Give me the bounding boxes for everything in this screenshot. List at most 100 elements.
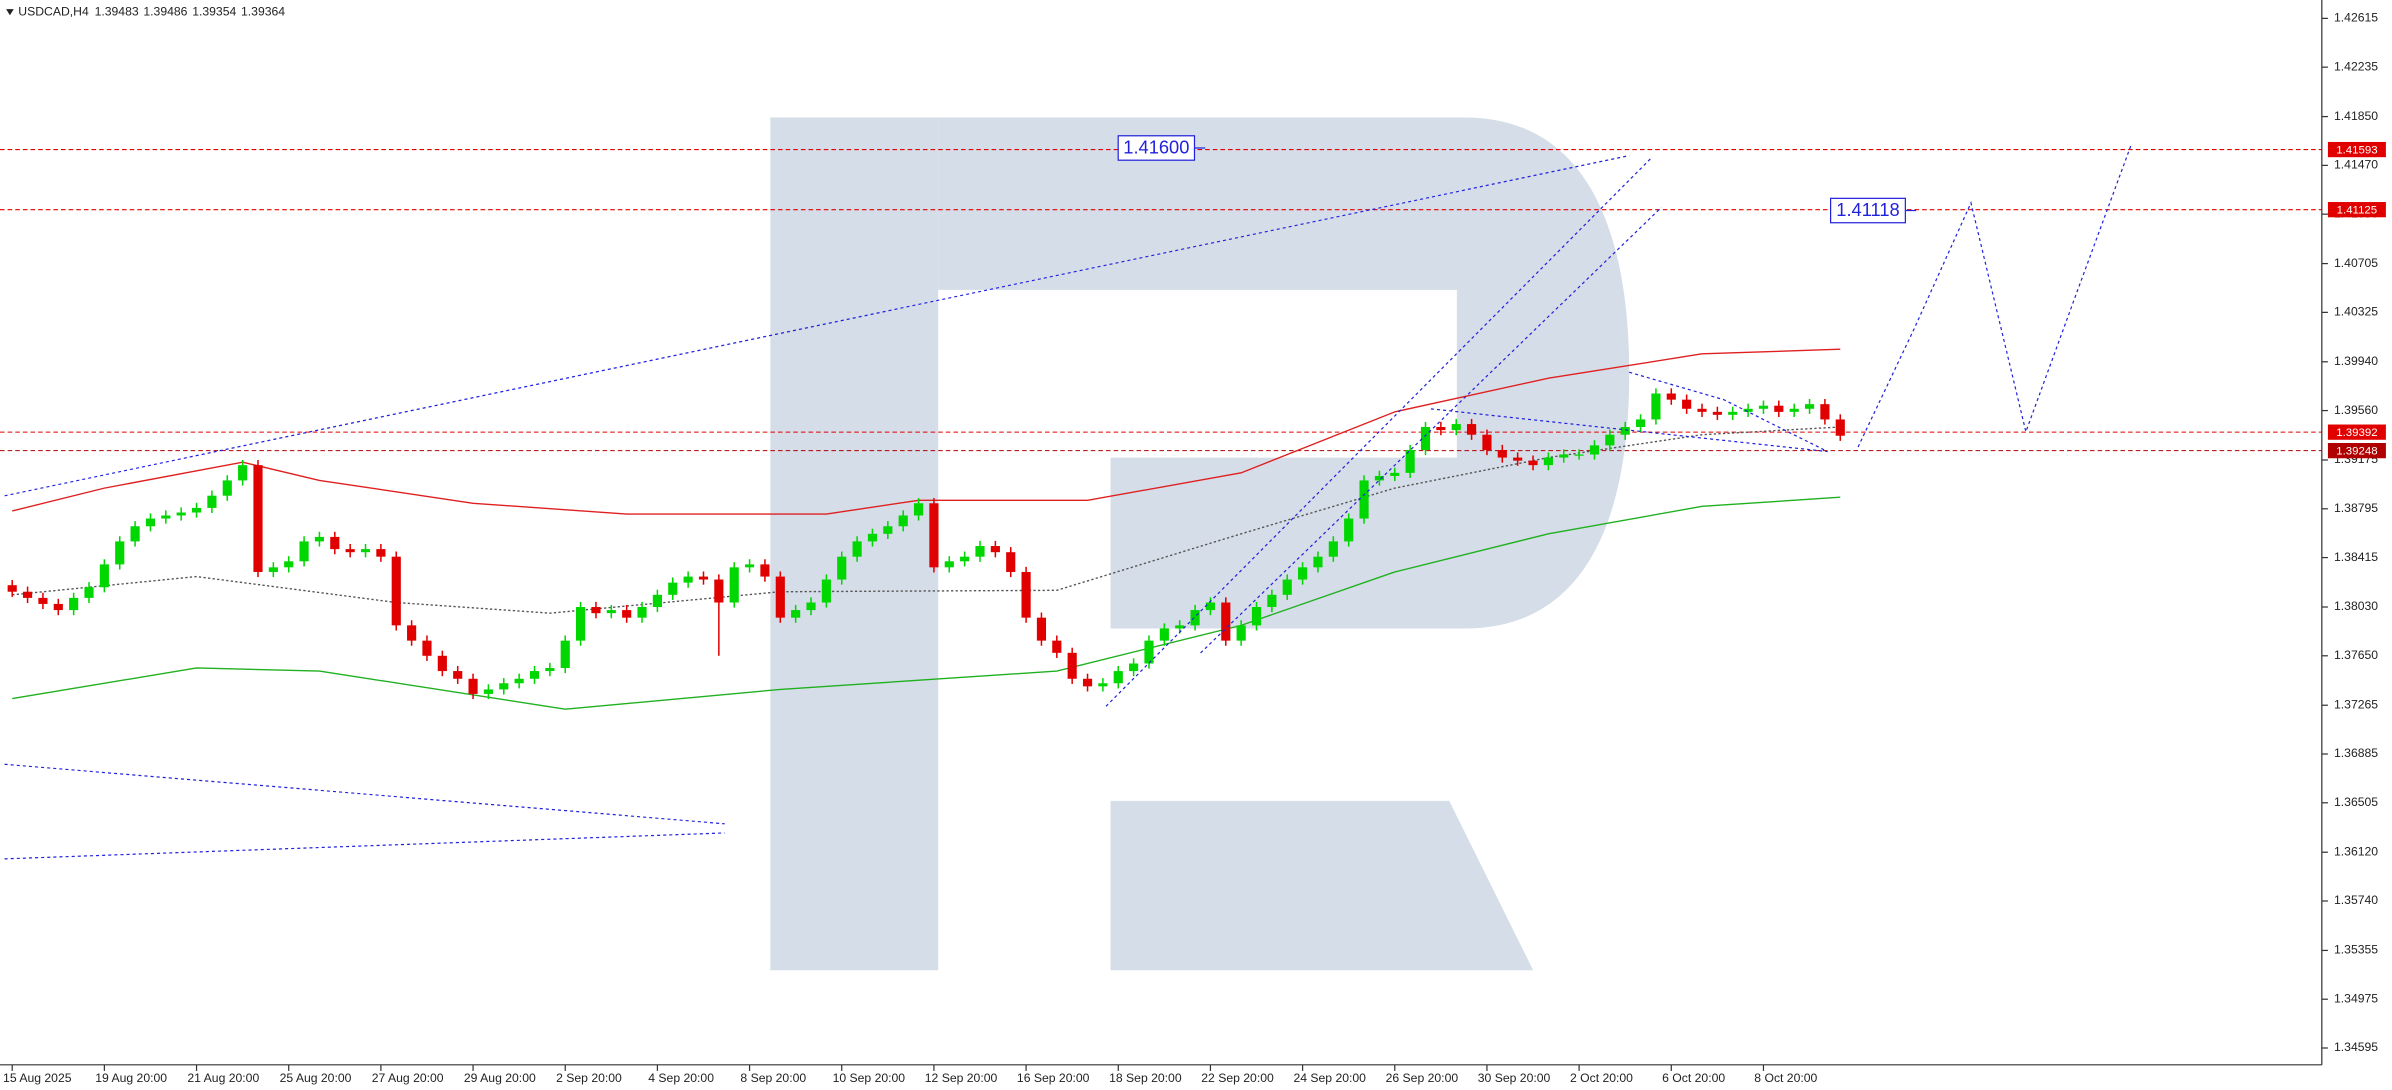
candle-body	[1236, 625, 1246, 641]
menu-arrow	[6, 9, 14, 16]
candle-body	[115, 541, 125, 565]
candle-body	[760, 564, 770, 577]
candle-body	[84, 587, 94, 598]
candle-body	[698, 576, 709, 580]
candle-body	[652, 594, 662, 608]
y-tick-label: 1.36885	[2334, 746, 2378, 760]
candle-body	[1682, 399, 1692, 409]
x-tick-label: 18 Sep 20:00	[1109, 1071, 1182, 1085]
level-label: 1.39392	[2336, 427, 2377, 439]
forecast-path	[1857, 144, 2132, 448]
analysis-lines	[4, 144, 2132, 860]
annotation: 1.41118	[1830, 197, 1917, 224]
candle-body	[437, 655, 447, 672]
level-label-box	[2327, 424, 2386, 440]
annotation-box	[1117, 135, 1196, 161]
candle-body	[1605, 434, 1615, 446]
candle-body	[913, 503, 924, 516]
candle-body	[821, 579, 831, 603]
candle-body	[1728, 411, 1738, 415]
y-tick-label: 1.34595	[2334, 1040, 2378, 1054]
candle-body	[69, 597, 79, 611]
candle-body	[1144, 640, 1154, 664]
candle-body	[1036, 617, 1047, 641]
candle-body	[1635, 419, 1646, 428]
x-tick-label: 2 Sep 20:00	[556, 1071, 622, 1085]
candle-body	[1559, 454, 1569, 458]
candle-body	[1374, 475, 1384, 481]
candle-body	[1159, 628, 1169, 641]
candle-body	[483, 689, 493, 694]
y-tick-label: 1.35740	[2334, 893, 2378, 907]
x-tick-label: 2 Oct 20:00	[1570, 1071, 1633, 1085]
candle-body	[668, 582, 678, 595]
trend-line	[4, 155, 1630, 497]
candle-body	[1758, 405, 1769, 409]
triangle-line	[1629, 371, 1828, 453]
candle-body	[1774, 405, 1784, 412]
y-tick-label: 1.38415	[2334, 550, 2378, 564]
candle-body	[207, 495, 217, 508]
candle-body	[38, 597, 48, 604]
candle-body	[145, 518, 156, 527]
candle-body	[130, 526, 140, 542]
y-tick-label: 1.36120	[2334, 844, 2378, 858]
y-tick-label: 1.38795	[2334, 501, 2378, 515]
candle-body	[299, 541, 309, 562]
candle-body	[1390, 472, 1400, 476]
x-tick-label: 6 Oct 20:00	[1662, 1071, 1725, 1085]
plot	[0, 149, 2322, 710]
y-tick-label: 1.42235	[2334, 59, 2378, 73]
y-tick-label: 1.40705	[2334, 256, 2378, 270]
candle-body	[222, 480, 232, 496]
candle-body	[1666, 393, 1676, 400]
candle-body	[1006, 552, 1016, 572]
candle-body	[1098, 683, 1108, 687]
candle-body	[1344, 518, 1354, 542]
candle-body	[191, 507, 202, 513]
level-label: 1.39248	[2336, 445, 2377, 457]
candle-body	[1021, 571, 1031, 618]
candle-body	[1359, 480, 1369, 519]
x-tick-label: 24 Sep 20:00	[1293, 1071, 1366, 1085]
level-label-box	[2327, 141, 2386, 158]
candle-body	[22, 591, 33, 598]
candle-body	[314, 536, 325, 542]
quote-value: 1.39486	[143, 4, 187, 18]
candle-body	[407, 625, 417, 641]
candle-body	[714, 579, 724, 603]
symbol: USDCAD,H4	[18, 4, 89, 18]
channel-line	[1105, 156, 1653, 707]
x-tick-label: 10 Sep 20:00	[833, 1071, 906, 1085]
y-tick-label: 1.40325	[2334, 305, 2378, 319]
candle-body	[7, 585, 17, 592]
candle-body	[1052, 640, 1062, 653]
candle-body	[1129, 663, 1139, 672]
y-tick-label: 1.41850	[2334, 109, 2378, 123]
candle-body	[1405, 449, 1415, 473]
candle-body	[284, 561, 294, 568]
level-label-box	[2327, 443, 2386, 459]
y-tick-label: 1.42615	[2334, 11, 2378, 25]
candle-body	[499, 683, 509, 690]
candle-body	[268, 567, 278, 572]
candle-body	[1651, 393, 1661, 420]
candle-body	[453, 671, 463, 679]
y-tick-label: 1.37650	[2334, 648, 2378, 662]
y-tick-label: 1.39940	[2334, 354, 2378, 368]
y-tick-label: 1.41470	[2334, 158, 2378, 172]
candle-body	[1528, 460, 1538, 466]
candle-body	[1789, 408, 1799, 412]
candle-body	[852, 541, 862, 557]
candle-body	[1190, 610, 1200, 626]
candle-body	[161, 515, 171, 519]
x-tick-label: 19 Aug 20:00	[95, 1071, 167, 1085]
candle-body	[576, 607, 586, 641]
x-tick-label: 15 Aug 2025	[3, 1071, 72, 1085]
candle-body	[1451, 424, 1461, 431]
candle-body	[775, 576, 785, 618]
x-tick-label: 27 Aug 20:00	[372, 1071, 444, 1085]
candle-body	[1436, 427, 1446, 431]
